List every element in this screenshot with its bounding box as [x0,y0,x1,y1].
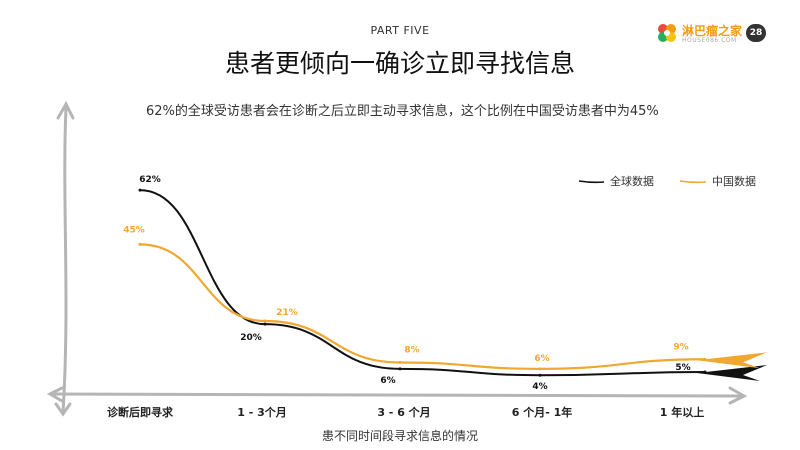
data-point [138,188,142,192]
data-label: 8% [404,345,419,355]
page-title: 患者更倾向一确诊立即寻找信息 [224,49,575,78]
data-point [538,373,542,377]
data-point [538,367,542,371]
x-axis-title: 患不同时间段寻求信息的情况 [322,428,478,443]
data-label: 20% [240,333,262,343]
x-axis-left-arrow-icon [46,386,64,403]
series-line-global [139,189,706,377]
data-label: 6% [534,354,549,364]
data-label: 21% [276,308,298,318]
series-arrow-global-icon [697,365,767,382]
chart-legend: 全球数据 中国数据 [578,174,756,188]
data-point [138,242,142,246]
x-tick-label: 3 - 6 个月 [377,405,430,419]
legend-line-china-icon [679,180,707,184]
data-point [398,367,402,371]
y-axis-arrow-icon [56,100,75,120]
data-label: 5% [675,363,690,373]
data-label: 45% [123,225,145,235]
page-number-badge: 28 [746,24,766,42]
logo-icon [658,24,676,42]
logo-subtext: HOUSE086.COM [682,37,737,44]
data-label: 62% [139,175,161,185]
chart-axes [46,100,748,417]
series-arrow-china-icon [697,352,767,369]
x-tick-labels: 诊断后即寻求 1 - 3个月 3 - 6 个月 6 个月- 1年 1 年以上 [107,405,704,419]
data-label: 9% [673,342,688,352]
series-layer [138,188,767,382]
section-label: PART FIVE [370,24,430,37]
y-axis-bottom-arrow-icon [54,402,72,417]
series-line-china [138,243,707,370]
legend-line-global-icon [578,180,605,184]
y-axis [61,106,68,414]
data-point [263,322,267,326]
legend-label-china: 中国数据 [712,174,756,188]
data-label: 4% [532,382,547,392]
brand-logo: 淋巴瘤之家 HOUSE086.COM [656,22,774,48]
x-tick-label: 6 个月- 1年 [512,405,573,419]
x-axis [50,392,744,398]
data-point [398,360,402,364]
x-tick-label: 诊断后即寻求 [107,405,174,419]
x-tick-label: 1 年以上 [660,405,704,419]
description-text: 62%的全球受访患者会在诊断之后立即主动寻求信息，这个比例在中国受访患者中为45… [146,104,659,119]
x-tick-label: 1 - 3个月 [237,405,287,419]
data-label: 6% [380,376,395,386]
data-point [263,319,267,323]
logo-text: 淋巴瘤之家 [682,24,743,38]
x-axis-arrow-icon [728,386,748,405]
legend-label-global: 全球数据 [610,174,654,188]
data-label-layer: 62% 20% 6% 4% 5% 45% 21% 8% 6% 9% [123,175,690,392]
